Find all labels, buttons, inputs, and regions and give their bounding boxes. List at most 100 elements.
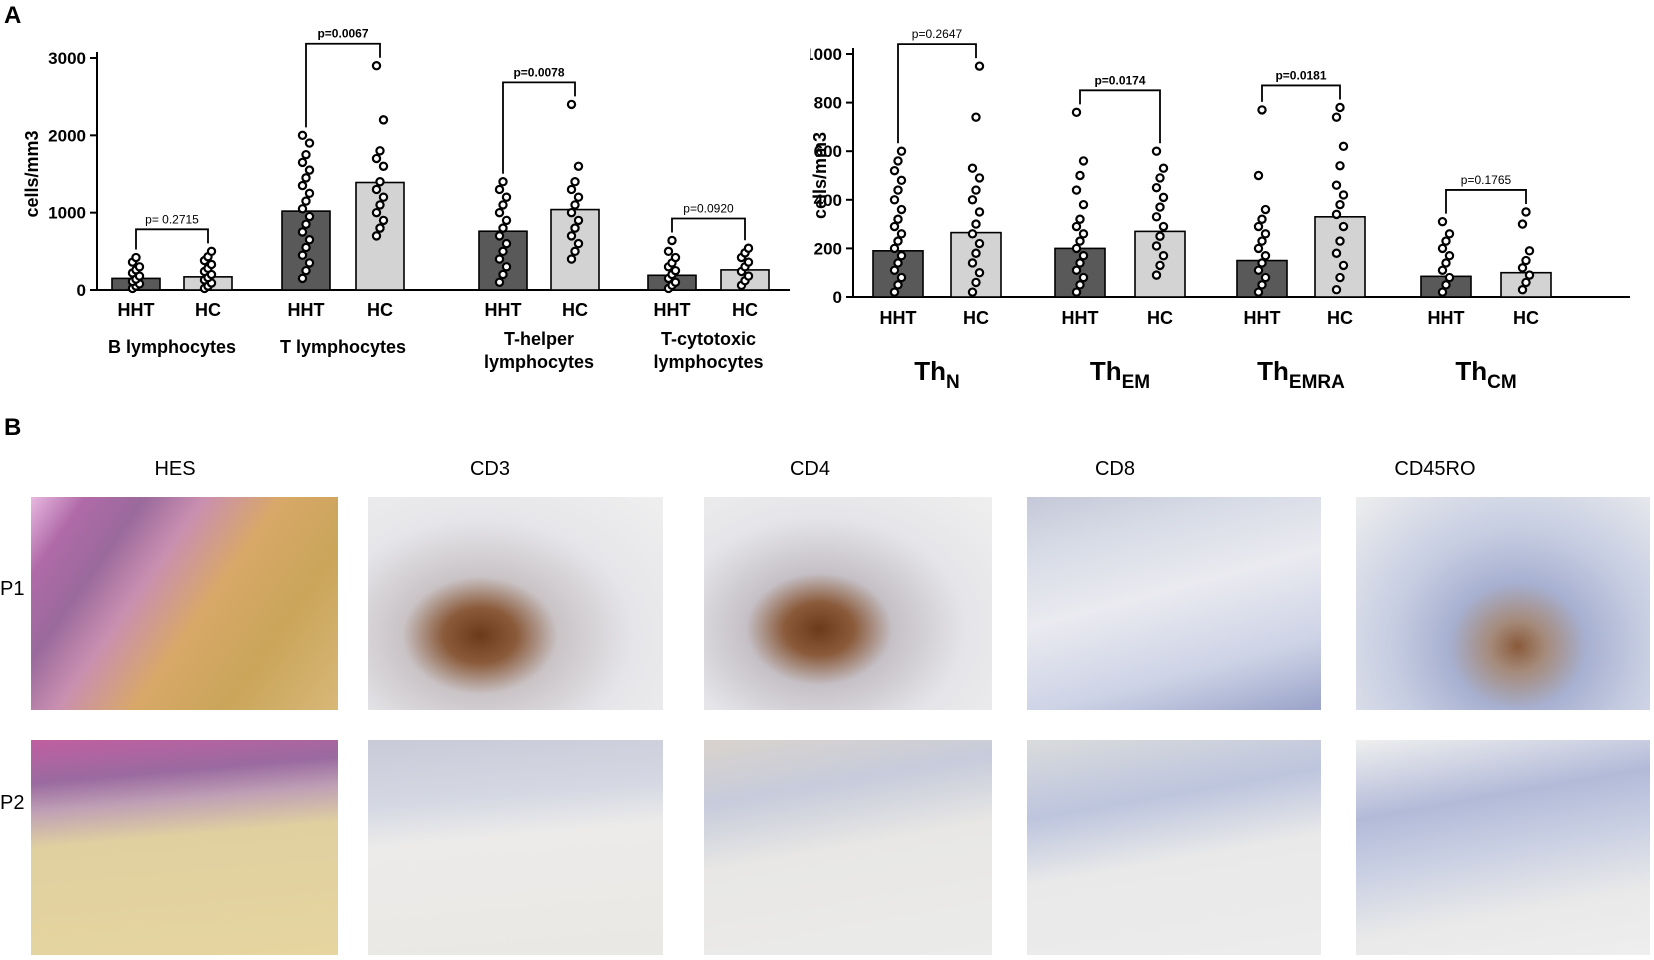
data-point [304, 188, 315, 199]
data-point [573, 192, 584, 202]
group-label-hc: HC [195, 300, 221, 320]
data-point [297, 250, 308, 260]
data-point [889, 287, 900, 297]
data-point [971, 248, 981, 258]
data-point [573, 161, 584, 171]
data-point [494, 254, 505, 264]
y-tick-label: 0 [77, 281, 86, 300]
data-point [498, 246, 508, 257]
data-point [1253, 243, 1264, 254]
data-point [1521, 207, 1531, 217]
data-point [1078, 272, 1089, 283]
stain-title-cd4: CD4 [789, 458, 830, 480]
micrograph-cd8-p1 [1027, 497, 1321, 710]
data-point [974, 268, 985, 278]
group-label-hht: HHT [880, 308, 917, 328]
micrograph-cd3-p1 [368, 497, 663, 710]
data-point [1253, 287, 1264, 297]
panel-title: ThN [914, 356, 960, 393]
data-point [498, 269, 508, 280]
p-value-label: p=0.1765 [1461, 173, 1512, 187]
data-point [378, 215, 389, 226]
data-point [1253, 221, 1264, 232]
data-point [570, 246, 580, 257]
panel-b-label: B [4, 414, 22, 441]
data-point [206, 259, 217, 270]
data-point [501, 215, 512, 226]
data-point [375, 146, 385, 156]
data-point [206, 246, 217, 257]
data-point [889, 165, 900, 176]
data-point [566, 254, 577, 264]
data-point [501, 238, 512, 249]
data-point [1075, 236, 1085, 246]
data-point [1437, 216, 1448, 227]
data-point [1257, 214, 1267, 224]
data-point [974, 207, 985, 217]
micrograph-hes-p2 [31, 740, 338, 955]
data-point [1151, 146, 1162, 156]
data-point [1155, 231, 1165, 241]
data-point [893, 236, 903, 246]
data-point [1151, 212, 1162, 222]
data-point [1071, 221, 1082, 232]
data-point [1524, 270, 1535, 280]
data-point [896, 272, 907, 283]
data-point [1078, 156, 1089, 166]
data-point [967, 195, 978, 205]
data-point [1444, 229, 1455, 239]
chart-lymphocytes: 0 1000 2000 3000 cells/mm3 HHT HC p= 0.2715 B ly… [22, 27, 790, 372]
group-label-hc: HC [1147, 308, 1173, 328]
data-point [896, 175, 907, 186]
data-point [1441, 236, 1451, 246]
data-point [896, 229, 907, 239]
group-label-hc: HC [732, 300, 758, 320]
data-point [1260, 250, 1271, 261]
data-point [297, 157, 308, 168]
p-value-label: p=0.0078 [513, 65, 564, 79]
micrograph-cd4-p1 [704, 497, 992, 710]
data-point [896, 146, 907, 156]
data-point [371, 61, 382, 71]
data-point [670, 252, 681, 263]
micrograph-cd3-p2 [368, 740, 663, 955]
data-point [570, 200, 580, 210]
data-point [297, 227, 308, 237]
data-point [1331, 248, 1342, 258]
data-point [570, 223, 580, 233]
data-point [971, 277, 981, 288]
data-point [1158, 192, 1169, 203]
data-point [1335, 199, 1345, 210]
group-label-hht: HHT [118, 300, 155, 320]
data-point [1075, 214, 1085, 224]
data-point [896, 250, 907, 261]
micrograph-cd8-p2 [1027, 740, 1321, 955]
group-label-hc: HC [1513, 308, 1539, 328]
data-point [1257, 258, 1267, 268]
group-label-hht: HHT [288, 300, 325, 320]
data-point [1517, 263, 1528, 273]
group-label-hht: HHT [485, 300, 522, 320]
panel-title: ThEMRA [1257, 356, 1345, 393]
data-point [494, 231, 505, 241]
data-point [301, 196, 311, 206]
data-point [1257, 105, 1267, 115]
data-point [967, 163, 978, 173]
data-point [573, 215, 584, 226]
data-point [971, 112, 981, 122]
row-label-p1: P1 [0, 578, 25, 600]
y-axis-label: cells/mm3 [22, 130, 42, 217]
data-point [301, 265, 311, 276]
data-point [1151, 270, 1162, 280]
data-point [1331, 209, 1342, 220]
data-point [297, 130, 308, 141]
panel-title-line1: T-cytotoxic [661, 329, 756, 349]
data-point [566, 99, 577, 110]
data-point [1075, 258, 1085, 268]
data-point [1441, 280, 1451, 290]
data-point [301, 149, 311, 160]
significance-bracket [671, 217, 746, 241]
data-point [974, 61, 985, 71]
data-point [893, 156, 903, 166]
data-point [1437, 287, 1448, 297]
